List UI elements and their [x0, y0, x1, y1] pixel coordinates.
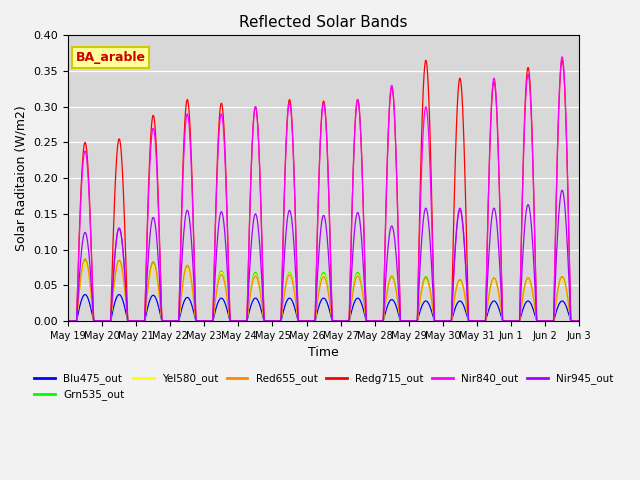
Nir945_out	[304, 318, 312, 324]
Yel580_out	[64, 318, 72, 324]
Nir945_out	[575, 318, 582, 324]
Nir840_out	[575, 318, 582, 324]
Nir945_out	[467, 318, 474, 324]
Text: BA_arable: BA_arable	[76, 51, 146, 64]
Yel580_out	[81, 260, 89, 265]
Yel580_out	[575, 318, 582, 324]
Redg715_out	[422, 58, 429, 63]
Redg715_out	[575, 318, 583, 324]
Red655_out	[467, 318, 475, 324]
Nir840_out	[575, 318, 583, 324]
Line: Blu475_out: Blu475_out	[68, 295, 579, 321]
Blu475_out	[81, 292, 89, 298]
Red655_out	[64, 318, 72, 324]
Red655_out	[410, 318, 417, 324]
Blu475_out	[305, 318, 312, 324]
Blu475_out	[64, 318, 72, 324]
Grn535_out	[410, 318, 417, 324]
Legend: Blu475_out, Grn535_out, Yel580_out, Red655_out, Redg715_out, Nir840_out, Nir945_: Blu475_out, Grn535_out, Yel580_out, Red6…	[30, 369, 618, 405]
Line: Nir840_out: Nir840_out	[68, 57, 579, 321]
Yel580_out	[438, 318, 445, 324]
Red655_out	[81, 256, 89, 262]
Line: Nir945_out: Nir945_out	[68, 190, 579, 321]
Blu475_out	[410, 318, 417, 324]
Yel580_out	[410, 318, 417, 324]
Redg715_out	[304, 318, 312, 324]
Nir945_out	[575, 318, 583, 324]
Red655_out	[575, 318, 583, 324]
Grn535_out	[81, 257, 89, 263]
Line: Yel580_out: Yel580_out	[68, 263, 579, 321]
Grn535_out	[575, 318, 582, 324]
Line: Grn535_out: Grn535_out	[68, 260, 579, 321]
Blu475_out	[438, 318, 445, 324]
Title: Reflected Solar Bands: Reflected Solar Bands	[239, 15, 408, 30]
Red655_out	[575, 318, 582, 324]
Blu475_out	[156, 310, 164, 316]
Nir945_out	[156, 283, 164, 288]
Blu475_out	[467, 318, 475, 324]
Grn535_out	[64, 318, 72, 324]
Grn535_out	[438, 318, 445, 324]
Yel580_out	[156, 300, 164, 306]
Nir840_out	[467, 318, 474, 324]
Nir840_out	[410, 318, 417, 324]
Nir840_out	[558, 54, 566, 60]
Red655_out	[305, 318, 312, 324]
Nir840_out	[438, 318, 445, 324]
Nir945_out	[410, 318, 417, 324]
Red655_out	[438, 318, 445, 324]
Redg715_out	[438, 318, 445, 324]
Red655_out	[156, 300, 164, 305]
Nir945_out	[64, 318, 72, 324]
Redg715_out	[156, 248, 164, 253]
Redg715_out	[575, 318, 582, 324]
X-axis label: Time: Time	[308, 346, 339, 359]
Yel580_out	[467, 318, 475, 324]
Redg715_out	[410, 318, 417, 324]
Grn535_out	[467, 318, 475, 324]
Grn535_out	[305, 318, 312, 324]
Nir840_out	[156, 252, 164, 258]
Nir840_out	[304, 318, 312, 324]
Yel580_out	[305, 318, 312, 324]
Blu475_out	[575, 318, 582, 324]
Yel580_out	[575, 318, 583, 324]
Redg715_out	[64, 318, 72, 324]
Line: Redg715_out: Redg715_out	[68, 60, 579, 321]
Redg715_out	[467, 318, 475, 324]
Nir945_out	[438, 318, 445, 324]
Blu475_out	[575, 318, 583, 324]
Nir945_out	[558, 187, 566, 193]
Line: Red655_out: Red655_out	[68, 259, 579, 321]
Grn535_out	[575, 318, 583, 324]
Y-axis label: Solar Raditaion (W/m2): Solar Raditaion (W/m2)	[15, 105, 28, 251]
Nir840_out	[64, 318, 72, 324]
Grn535_out	[156, 299, 164, 305]
